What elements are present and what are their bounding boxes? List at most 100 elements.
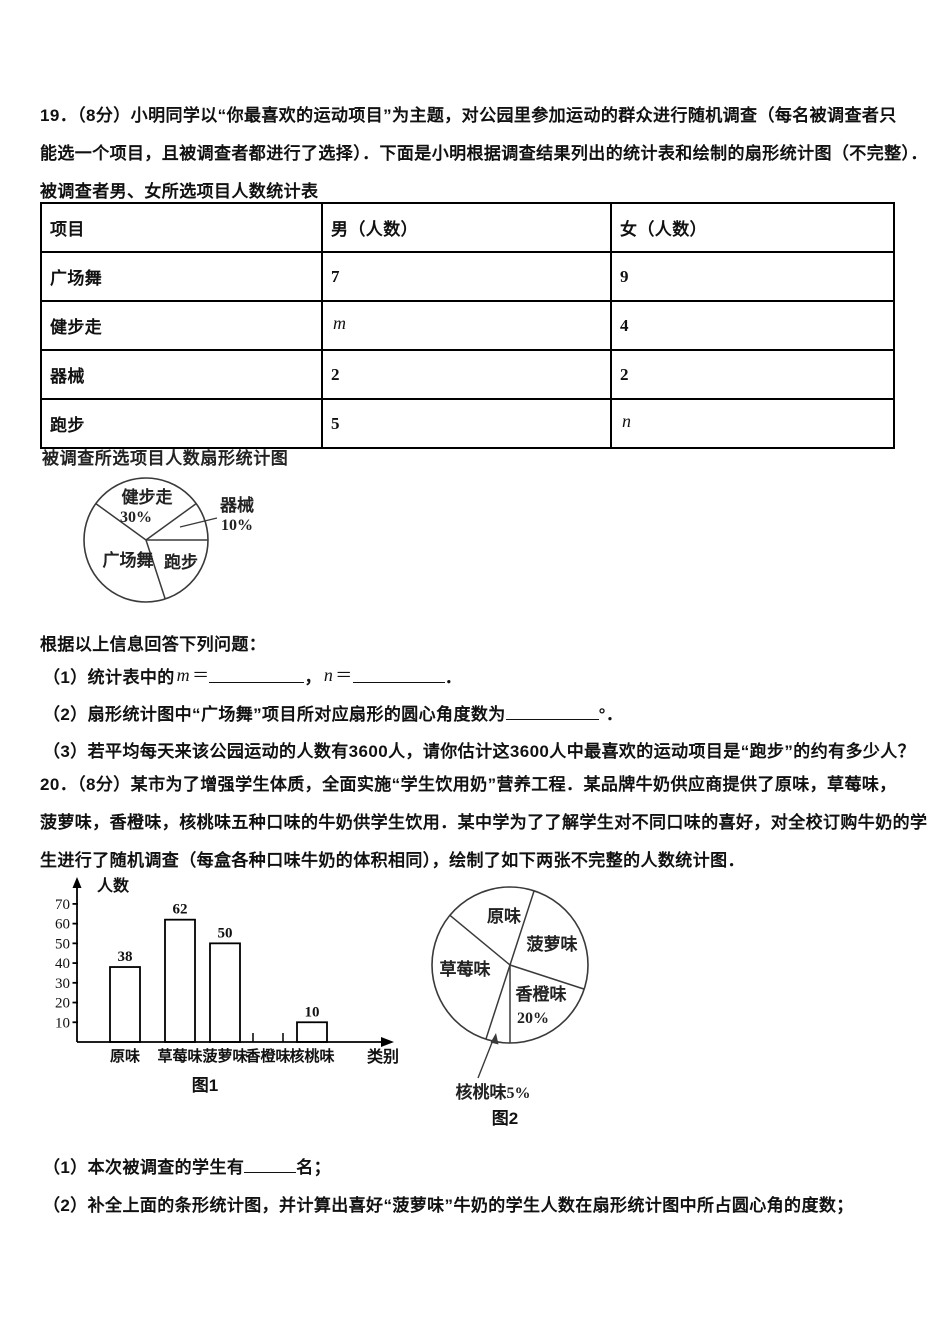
pie-slice-divider [145,502,197,541]
p19-pie-title: 被调查所选项目人数扇形统计图 [42,449,289,468]
q1-var-m: m [176,665,191,685]
problem-20-line-3: 生进行了随机调查（每盒各种口味牛奶的体积相同），绘制了如下两张不完整的人数统计图… [40,851,745,870]
walnut-outside-label: 核桃味5% [456,1082,531,1102]
y-tick-label: 40 [55,956,70,972]
survey-table: 项目 男（人数） 女（人数） 广场舞 7 9 健步走 m 4 器械 2 2 跑步… [40,202,895,449]
pie-slice-divider [509,964,585,990]
pie-slice-divider [95,502,147,541]
problem-19-text: 19．（8分）小明同学以“你最喜欢的运动项目”为主题，对公园里参加运动的群众进行… [40,97,928,211]
table-cell-value: 4 [620,315,629,335]
pie-slice-label: 健步走 [122,487,173,507]
pie-slice-pct: 20% [517,1010,549,1027]
p20-question-2: （2）补全上面的条形统计图，并计算出喜好“菠萝味”牛奶的学生人数在扇形统计图中所… [43,1196,854,1215]
bar-category-label: 原味 [110,1047,140,1065]
y-tick-label: 50 [55,936,70,952]
pie-slice-divider [509,890,535,966]
y-tick-label: 10 [55,1015,70,1031]
table-row: 广场舞 7 9 [40,251,895,302]
table-cell-value: 2 [331,364,340,384]
table-cell-value: 2 [620,364,629,384]
q1-period: ． [444,668,463,687]
table-header-female: 女（人数） [610,202,895,253]
y-tick-label: 30 [55,976,70,992]
table-cell-value: 5 [331,413,340,433]
problem-20-line-2: 菠萝味，香橙味，核桃味五种口味的牛奶供学生饮用．某中学为了了解学生对不同口味的喜… [40,813,928,832]
table-header-male: 男（人数） [321,202,612,253]
p19-questions-prompt: 根据以上信息回答下列问题： [40,635,267,654]
table-cell-label: 广场舞 [40,251,323,302]
p19-question-1: （1）统计表中的 m ＝， n ＝． [43,663,462,688]
pie-slice-label: 广场舞 [103,550,154,570]
y-tick-label: 70 [55,897,70,913]
p20-pie-chart: 原味 菠萝味 草莓味 香橙味 20% 核桃味5% 图2 [431,886,589,1128]
p20-q1-suffix: 名； [296,1158,332,1177]
table-header-item: 项目 [40,202,323,253]
table-row: 器械 2 2 [40,349,895,400]
bar-value-label: 62 [173,902,188,918]
x-axis-arrow-icon [381,1037,394,1047]
q2-prefix: （2）扇形统计图中“广场舞”项目所对应扇形的圆心角度数为 [43,705,506,724]
bar-value-label: 38 [118,949,133,965]
y-axis-arrow-icon [72,877,82,888]
figure-1-caption: 图1 [192,1076,218,1095]
pie-slice-label: 菠萝味 [527,934,578,954]
table-cell-value: 9 [620,266,629,286]
bar-category-label: 核桃味 [289,1047,334,1065]
y-tick-label: 60 [55,917,70,933]
walnut-arrow-icon [490,1033,499,1045]
answer-blank-n [352,667,445,683]
p19-question-3: （3）若平均每天来该公园运动的人数有3600人，请你估计这3600人中最喜欢的运… [43,742,916,761]
table-row: 跑步 5 n [40,398,895,449]
y-tick-label: 20 [55,996,70,1012]
table-cell-label: 跑步 [40,398,323,449]
table-cell-value-m: m [333,313,347,333]
bar [164,918,196,1043]
bar [209,942,241,1043]
answer-blank-m [209,667,305,683]
problem-19-line-2: 能选一个项目，且被调查者都进行了选择）．下面是小明根据调查结果列出的统计表和绘制… [40,144,928,163]
p19-pie-chart: 健步走 30% 器械 10% 广场舞 跑步 [83,477,254,603]
q1-var-n: n [323,665,334,685]
table-cell-label: 健步走 [40,300,323,351]
x-axis-label: 类别 [367,1047,399,1066]
problem-19-line-1: 19．（8分）小明同学以“你最喜欢的运动项目”为主题，对公园里参加运动的群众进行… [40,106,897,125]
p19-question-2: （2）扇形统计图中“广场舞”项目所对应扇形的圆心角度数为 °． [43,700,623,725]
table-header-row: 项目 男（人数） 女（人数） [40,202,895,253]
table-cell-value-n: n [622,411,632,431]
y-axis-label: 人数 [97,876,130,895]
pie-slice-label: 草莓味 [440,959,491,979]
table-cell-value: 7 [331,266,340,286]
table-row: 健步走 m 4 [40,300,895,351]
bar [296,1021,328,1043]
q1-prefix: （1）统计表中的 [43,668,175,687]
leader-line [179,517,218,528]
bar-category-label: 草莓味 [157,1047,202,1065]
pie-slice-label: 香橙味 [516,984,567,1004]
bar-category-label: 菠萝味 [202,1047,247,1065]
pie-slice-divider [145,539,166,600]
answer-blank-students [244,1157,297,1173]
figure-2-caption: 图2 [492,1109,518,1128]
answer-blank-angle [505,704,599,720]
q1-comma: ， [304,668,322,687]
p20-q1-prefix: （1）本次被调查的学生有 [43,1158,245,1177]
problem-20-text: 20．（8分）某市为了增强学生体质，全面实施“学生饮用奶”营养工程．某品牌牛奶供… [40,766,928,880]
bar-value-label: 10 [305,1004,320,1020]
problem-19-line-3: 被调查者男、女所选项目人数统计表 [40,182,319,201]
q1-equals: ＝ [335,666,353,685]
problem-20-line-1: 20．（8分）某市为了增强学生体质，全面实施“学生饮用奶”营养工程．某品牌牛奶供… [40,775,897,794]
pie-slice-label: 器械 [219,495,254,515]
walnut-arrow-line [477,1039,494,1079]
bar [109,966,141,1043]
pie-slice-pct: 30% [120,509,152,526]
bar-category-label: 香橙味 [245,1047,290,1065]
pie-slice-divider [485,964,511,1040]
q1-equals: ＝ [192,666,210,685]
pie-slice-pct: 10% [221,517,253,534]
pie-slice-label: 跑步 [164,552,198,572]
q2-suffix: °． [598,705,624,724]
table-cell-label: 器械 [40,349,323,400]
